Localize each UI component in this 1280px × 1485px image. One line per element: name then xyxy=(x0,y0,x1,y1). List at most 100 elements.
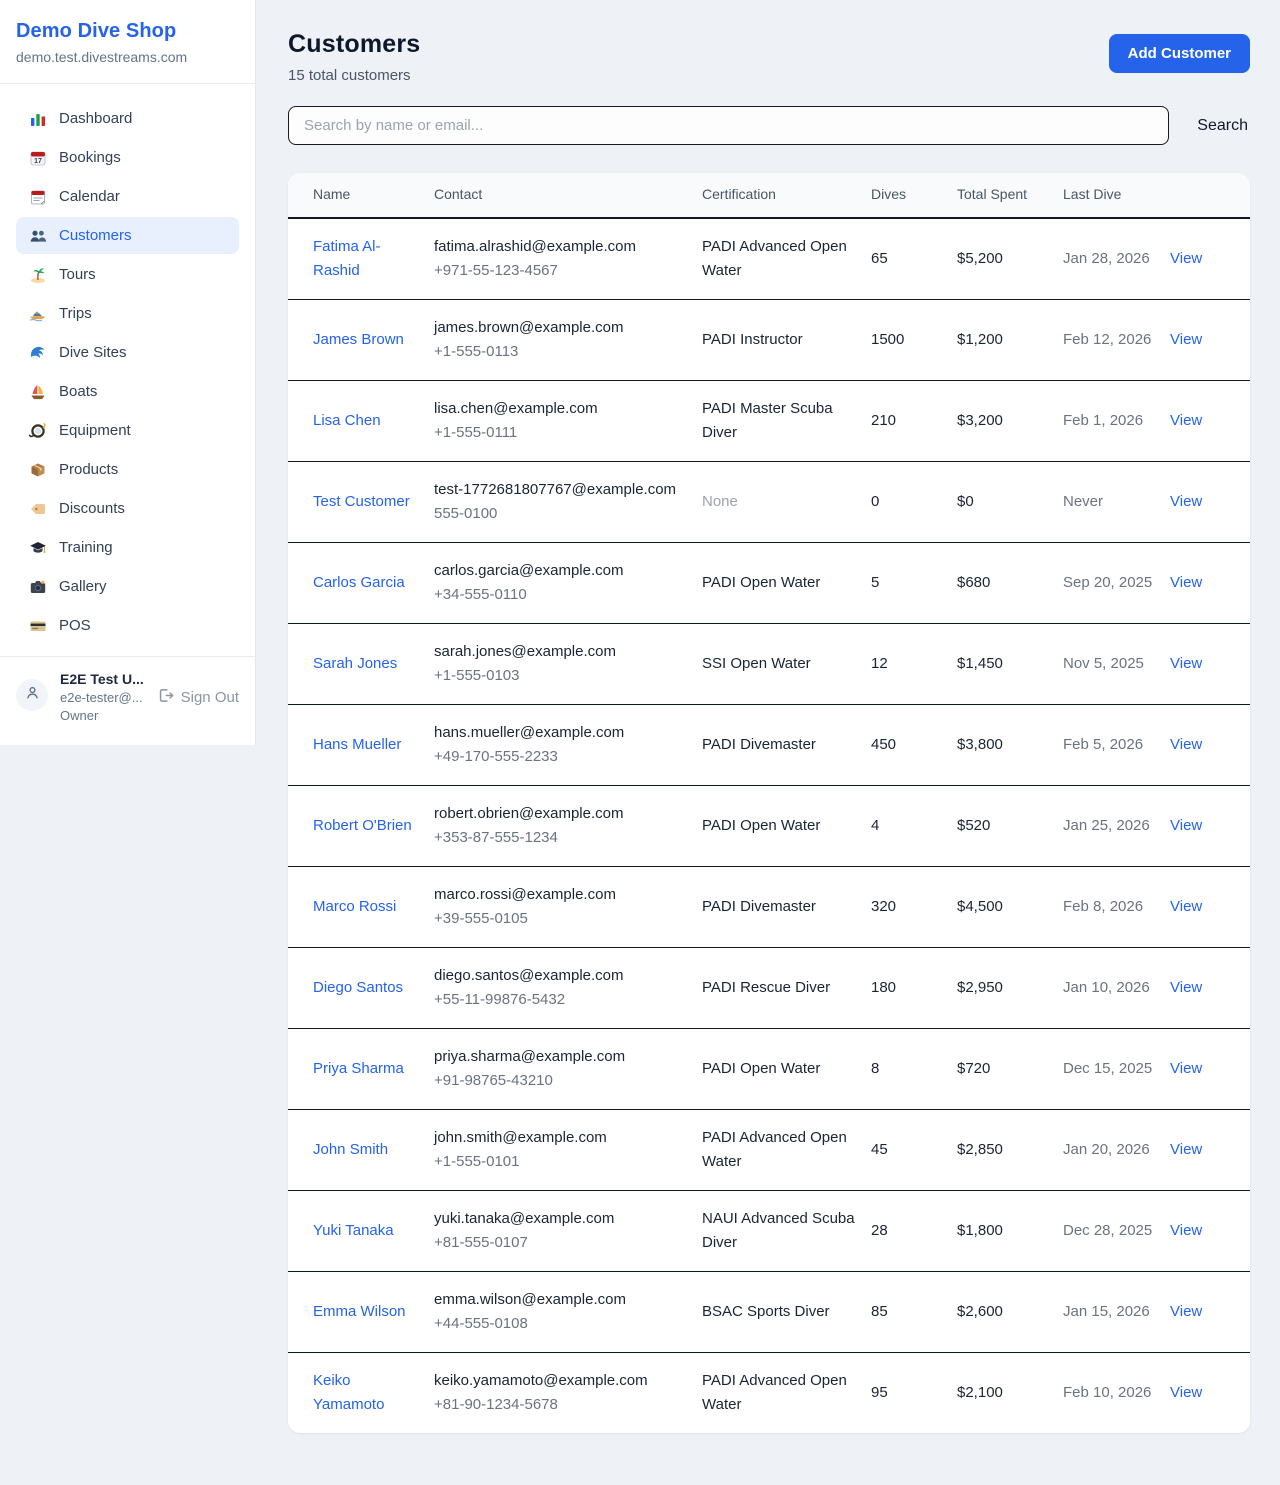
search-input[interactable] xyxy=(288,106,1170,145)
customer-email: emma.wilson@example.com xyxy=(434,1290,626,1308)
view-link[interactable]: View xyxy=(1170,897,1203,915)
sidebar-item-label: Customers xyxy=(59,226,132,244)
customer-phone: +1-555-0101 xyxy=(434,1152,520,1170)
sidebar-item-training[interactable]: Training xyxy=(16,529,239,566)
dives-value: 12 xyxy=(871,654,888,672)
sidebar-item-label: Discounts xyxy=(59,499,125,517)
sidebar-item-label: Products xyxy=(59,460,119,478)
total-spent-value: $1,200 xyxy=(957,330,1003,348)
customer-phone: +44-555-0108 xyxy=(434,1314,528,1332)
view-link[interactable]: View xyxy=(1170,978,1203,996)
customer-phone: +1-555-0113 xyxy=(434,342,519,360)
customer-name-link[interactable]: John Smith xyxy=(313,1140,389,1158)
sidebar-item-label: Gallery xyxy=(59,577,107,595)
sidebar-item-gallery[interactable]: Gallery xyxy=(16,568,239,605)
last-dive-value: Dec 15, 2025 xyxy=(1063,1059,1153,1077)
sidebar: Demo Dive Shop demo.test.divestreams.com… xyxy=(0,0,256,745)
brand-title[interactable]: Demo Dive Shop xyxy=(16,20,177,42)
view-link[interactable]: View xyxy=(1170,816,1203,834)
view-link[interactable]: View xyxy=(1170,1059,1203,1077)
certification-value: PADI Instructor xyxy=(702,330,803,348)
customer-name-link[interactable]: Fatima Al-Rashid xyxy=(313,237,381,279)
person-icon xyxy=(24,684,41,706)
sidebar-item-label: Dive Sites xyxy=(59,343,127,361)
customer-name-link[interactable]: Sarah Jones xyxy=(313,654,398,672)
sidebar-item-dive-sites[interactable]: Dive Sites xyxy=(16,334,239,371)
last-dive-value: Feb 12, 2026 xyxy=(1063,330,1152,348)
last-dive-value: Feb 8, 2026 xyxy=(1063,897,1144,915)
view-link[interactable]: View xyxy=(1170,249,1203,267)
customer-email: yuki.tanaka@example.com xyxy=(434,1209,615,1227)
view-link[interactable]: View xyxy=(1170,1140,1203,1158)
customer-name-link[interactable]: Marco Rossi xyxy=(313,897,397,915)
search-button[interactable]: Search xyxy=(1195,111,1250,141)
last-dive-value: Jan 25, 2026 xyxy=(1063,816,1150,834)
table-header-row: Name Contact Certification Dives Total S… xyxy=(288,173,1250,219)
table-row: Emma Wilson emma.wilson@example.com +44-55… xyxy=(288,1270,1250,1353)
users-icon xyxy=(28,226,47,245)
view-link[interactable]: View xyxy=(1170,1221,1203,1239)
sidebar-item-bookings[interactable]: 17 Bookings xyxy=(16,139,239,176)
customer-name-link[interactable]: James Brown xyxy=(313,330,404,348)
sidebar-item-label: Calendar xyxy=(59,187,120,205)
add-customer-button[interactable]: Add Customer xyxy=(1108,34,1250,73)
view-link[interactable]: View xyxy=(1170,411,1203,429)
customer-name-link[interactable]: Keiko Yamamoto xyxy=(313,1371,385,1413)
dives-value: 450 xyxy=(871,735,897,753)
last-dive-value: Jan 28, 2026 xyxy=(1063,249,1150,267)
sidebar-item-label: Training xyxy=(59,538,113,556)
total-spent-value: $2,600 xyxy=(957,1302,1003,1320)
customer-phone: +353-87-555-1234 xyxy=(434,828,558,846)
sidebar-item-trips[interactable]: Trips xyxy=(16,295,239,332)
brand-block: Demo Dive Shop demo.test.divestreams.com xyxy=(0,0,255,84)
view-link[interactable]: View xyxy=(1170,654,1203,672)
certification-value: SSI Open Water xyxy=(702,654,811,672)
table-row: Fatima Al-Rashid fatima.alrashid@example.… xyxy=(288,218,1250,300)
view-link[interactable]: View xyxy=(1170,330,1203,348)
dives-value: 1500 xyxy=(871,330,905,348)
sidebar-item-label: Bookings xyxy=(59,148,121,166)
total-spent-value: $2,100 xyxy=(957,1383,1003,1401)
brand-domain: demo.test.divestreams.com xyxy=(16,49,188,65)
certification-value: PADI Divemaster xyxy=(702,897,816,915)
table-row: Priya Sharma priya.sharma@example.com +91-… xyxy=(288,1027,1250,1110)
customer-name-link[interactable]: Carlos Garcia xyxy=(313,573,405,591)
sidebar-item-products[interactable]: Products xyxy=(16,451,239,488)
view-link[interactable]: View xyxy=(1170,1302,1203,1320)
sign-out-button[interactable]: Sign Out xyxy=(157,687,239,708)
customer-name-link[interactable]: Emma Wilson xyxy=(313,1302,406,1320)
table-row: Yuki Tanaka yuki.tanaka@example.com +81-55… xyxy=(288,1189,1250,1272)
customer-phone: +1-555-0103 xyxy=(434,666,520,684)
sidebar-item-equipment[interactable]: Equipment xyxy=(16,412,239,449)
customers-table-card: Name Contact Certification Dives Total S… xyxy=(288,173,1250,1433)
sidebar-item-customers[interactable]: Customers xyxy=(16,217,239,254)
view-link[interactable]: View xyxy=(1170,492,1203,510)
sidebar-item-discounts[interactable]: Discounts xyxy=(16,490,239,527)
customer-name-link[interactable]: Diego Santos xyxy=(313,978,404,996)
view-link[interactable]: View xyxy=(1170,573,1203,591)
customer-name-link[interactable]: Lisa Chen xyxy=(313,411,381,429)
sidebar-item-label: Boats xyxy=(59,382,98,400)
last-dive-value: Feb 1, 2026 xyxy=(1063,411,1144,429)
table-row: Diego Santos diego.santos@example.com +55-… xyxy=(288,946,1250,1029)
view-link[interactable]: View xyxy=(1170,1383,1203,1401)
dives-value: 320 xyxy=(871,897,897,915)
customer-name-link[interactable]: Robert O'Brien xyxy=(313,816,412,834)
view-link[interactable]: View xyxy=(1170,735,1203,753)
customer-name-link[interactable]: Priya Sharma xyxy=(313,1059,404,1077)
speedboat-icon xyxy=(28,304,47,323)
sidebar-item-dashboard[interactable]: Dashboard xyxy=(16,100,239,137)
sidebar-item-tours[interactable]: Tours xyxy=(16,256,239,293)
sidebar-item-calendar[interactable]: Calendar xyxy=(16,178,239,215)
camera-icon xyxy=(28,577,47,596)
sidebar-item-pos[interactable]: POS xyxy=(16,607,239,644)
customer-name-link[interactable]: Yuki Tanaka xyxy=(313,1221,394,1239)
customer-name-link[interactable]: Hans Mueller xyxy=(313,735,402,753)
customer-name-link[interactable]: Test Customer xyxy=(313,492,410,510)
customer-email: robert.obrien@example.com xyxy=(434,804,624,822)
customer-email: marco.rossi@example.com xyxy=(434,885,616,903)
wave-icon xyxy=(28,343,47,362)
sidebar-item-boats[interactable]: Boats xyxy=(16,373,239,410)
total-spent-value: $1,800 xyxy=(957,1221,1003,1239)
credit-card-icon xyxy=(28,616,47,635)
